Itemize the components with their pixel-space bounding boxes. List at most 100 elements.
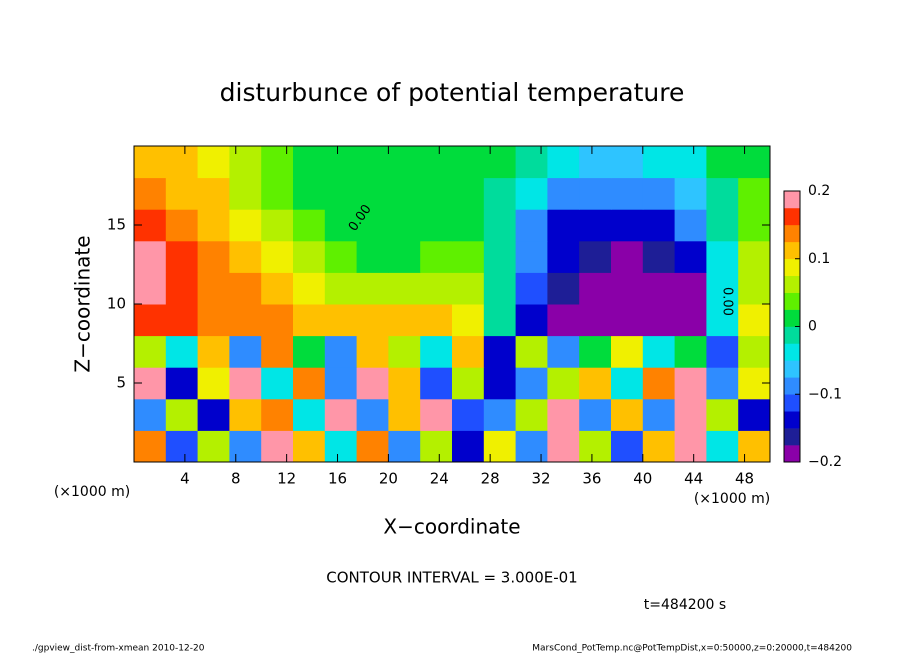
colorbar-bin [784, 224, 800, 243]
field-cell [165, 146, 199, 179]
field-cell [706, 272, 739, 305]
field-cell [324, 430, 358, 463]
field-cell [547, 304, 580, 337]
x-tick-label: 32 [531, 470, 550, 488]
field-cell [547, 272, 580, 305]
field-cell [388, 430, 421, 463]
field-cell [420, 272, 453, 305]
field-cell [420, 304, 453, 337]
x-axis-label: X−coordinate [383, 515, 520, 539]
field-cell [738, 177, 771, 210]
field-cell [356, 240, 389, 273]
y-tick-label: 5 [116, 374, 126, 392]
field-cell [611, 367, 644, 400]
field-cell [483, 272, 517, 305]
colorbar-bin [784, 309, 800, 327]
field-cell [388, 240, 421, 273]
field-cell [483, 146, 517, 179]
field-cell [293, 146, 326, 179]
field-cell [293, 398, 326, 431]
field-cell [134, 177, 167, 210]
field-cell [611, 177, 644, 210]
field-cell [706, 367, 739, 400]
field-cell [293, 367, 326, 400]
field-cell [293, 430, 326, 463]
field-cell [674, 398, 707, 431]
contour-interval: CONTOUR INTERVAL = 3.000E-01 [326, 569, 577, 587]
colorbar-tick-label: −0.1 [808, 386, 842, 402]
field-cell [547, 430, 580, 463]
x-tick-label: 8 [231, 470, 241, 488]
chart-title: disturbunce of potential temperature [220, 78, 685, 107]
field-cell [324, 335, 358, 368]
field-cell [356, 304, 389, 337]
field-cell [420, 240, 453, 273]
field-cell [483, 430, 517, 463]
field-cell [261, 367, 294, 400]
field-cell [483, 335, 517, 368]
field-cell [356, 209, 389, 242]
field-cell [483, 304, 517, 337]
field-cell [674, 430, 707, 463]
field-cell [642, 177, 676, 210]
field-cell [579, 304, 612, 337]
field-cell [324, 367, 358, 400]
field-cell [674, 272, 707, 305]
field-cell [356, 272, 389, 305]
y-tick-label: 15 [107, 216, 126, 234]
field-cell [324, 304, 358, 337]
field-cell [611, 209, 644, 242]
colorbar-bin [784, 343, 800, 361]
field-cell [642, 209, 676, 242]
field-cell [261, 240, 294, 273]
y-tick-label: 10 [107, 295, 126, 313]
field-cell [165, 335, 199, 368]
y-axis-label: Z−coordinate [71, 235, 95, 372]
field-cell [356, 177, 389, 210]
field-cell [611, 335, 644, 368]
field-cell [420, 209, 453, 242]
field-cell [515, 209, 548, 242]
field-cell [547, 209, 580, 242]
field-cell [229, 367, 262, 400]
x-tick-label: 28 [481, 470, 500, 488]
field-cell [738, 304, 771, 337]
field-cell [738, 272, 771, 305]
field-cell [229, 209, 262, 242]
colorbar-bin [784, 377, 800, 395]
field-cell [706, 304, 739, 337]
field-cell [388, 177, 421, 210]
field-cell [420, 367, 453, 400]
field-cell [388, 209, 421, 242]
field-cell [515, 335, 548, 368]
colorbar-bin [784, 241, 800, 260]
field-cell [197, 209, 230, 242]
field-cell [261, 304, 294, 337]
field-cell [452, 398, 485, 431]
field-cell [420, 177, 453, 210]
colorbar-tick-label: 0.2 [808, 183, 830, 199]
field-cell [165, 177, 199, 210]
field-cell [197, 367, 230, 400]
colorbar-bin [784, 258, 800, 276]
field-cell [388, 272, 421, 305]
field-cell [611, 398, 644, 431]
field-cell [515, 272, 548, 305]
x-tick-label: 16 [328, 470, 347, 488]
colorbar-bin [784, 360, 800, 378]
field-cell [483, 209, 517, 242]
field-cell [229, 335, 262, 368]
field-cell [134, 398, 167, 431]
field-cell [674, 335, 707, 368]
field-cell [452, 146, 485, 179]
field-cell [134, 430, 167, 463]
field-cell [324, 177, 358, 210]
field-cell [356, 146, 389, 179]
field-cell [324, 209, 358, 242]
field-cell [452, 367, 485, 400]
field-cell [515, 146, 548, 179]
field-cell [547, 367, 580, 400]
field-cell [706, 209, 739, 242]
field-cell [356, 398, 389, 431]
